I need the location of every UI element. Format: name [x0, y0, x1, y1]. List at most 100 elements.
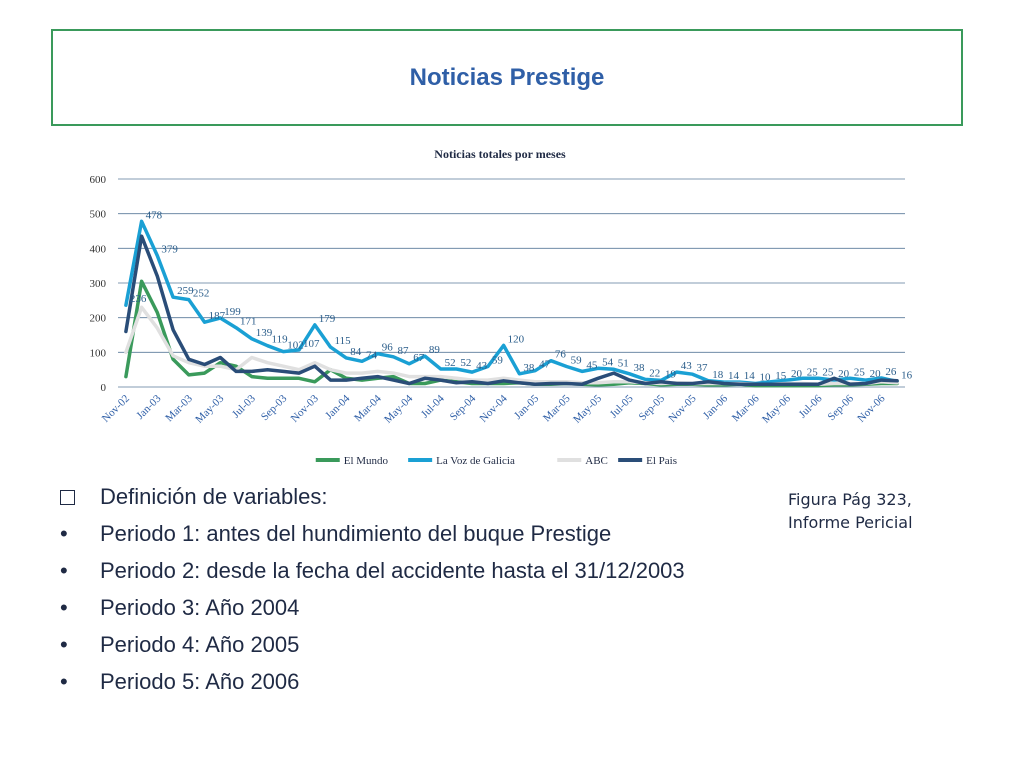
x-tick-label: Sep-06	[826, 392, 857, 423]
data-label: 18	[712, 369, 724, 381]
data-label: 171	[240, 316, 256, 328]
y-tick-label: 300	[90, 278, 107, 290]
data-label: 478	[146, 209, 163, 221]
data-label: 96	[382, 342, 394, 354]
data-label: 25	[822, 366, 834, 378]
data-label: 259	[177, 285, 194, 297]
data-label: 43	[681, 360, 693, 372]
data-label: 84	[350, 346, 362, 358]
data-label: 14	[728, 370, 740, 382]
x-tick-label: Mar-06	[730, 392, 762, 424]
data-label: 10	[759, 372, 771, 384]
data-label: 22	[649, 367, 660, 379]
data-label: 52	[445, 357, 456, 369]
legend-label: ABC	[585, 455, 608, 467]
data-label: 252	[193, 288, 210, 300]
x-tick-label: Jul-06	[797, 392, 825, 420]
y-tick-label: 0	[101, 382, 107, 394]
chart-title: Noticias totales por meses	[434, 147, 566, 161]
data-label: 26	[885, 366, 897, 378]
data-label: 25	[807, 366, 819, 378]
list-item: • Periodo 5: Año 2006	[60, 669, 800, 706]
list-item: • Periodo 1: antes del hundimiento del b…	[60, 521, 800, 558]
data-label: 54	[602, 356, 614, 368]
slide-title-box: Noticias Prestige	[51, 29, 963, 126]
y-tick-label: 500	[90, 209, 107, 221]
x-tick-label: Sep-04	[448, 392, 479, 423]
data-label: 59	[571, 355, 583, 367]
data-label: 47	[539, 359, 551, 371]
bullet-icon: •	[60, 632, 68, 657]
data-label: 20	[791, 368, 803, 380]
data-label: 115	[334, 335, 351, 347]
x-tick-label: Sep-03	[259, 392, 290, 423]
y-tick-label: 600	[90, 174, 107, 186]
data-label: 187	[209, 310, 226, 322]
list-item: Definición de variables:	[60, 484, 800, 521]
series-line-el-pais	[124, 234, 899, 386]
x-tick-label: May-04	[382, 392, 415, 425]
bullet-icon: •	[60, 521, 68, 546]
bullet-icon: •	[60, 558, 68, 583]
x-tick-label: Jan-05	[512, 392, 542, 422]
square-bullet-icon	[60, 484, 90, 511]
x-tick-label: Jul-04	[419, 392, 447, 420]
data-label: 52	[460, 357, 471, 369]
definition-list: Definición de variables: • Periodo 1: an…	[60, 484, 800, 706]
data-label: 74	[366, 349, 378, 361]
bullet-icon: •	[60, 595, 68, 620]
line-chart: Noticias totales por meses 0 100 200 300 400…	[90, 147, 913, 467]
data-label: 102	[287, 340, 304, 352]
x-tick-label: Jul-03	[230, 392, 258, 420]
list-item-text: Periodo 4: Año 2005	[100, 632, 300, 657]
data-label: 89	[429, 344, 441, 356]
data-label: 199	[224, 306, 241, 318]
data-label: 120	[508, 333, 525, 345]
data-label: 19	[665, 368, 677, 380]
x-tick-label: Mar-03	[163, 392, 195, 424]
y-tick-label: 400	[90, 243, 107, 255]
data-label: 45	[586, 359, 598, 371]
list-item-text: Periodo 2: desde la fecha del accidente …	[100, 558, 685, 583]
y-tick-label: 100	[90, 347, 107, 359]
slide-title: Noticias Prestige	[409, 63, 605, 91]
legend-label: El Pais	[646, 455, 677, 467]
list-item-text: Definición de variables:	[100, 484, 328, 509]
data-label: 139	[256, 327, 273, 339]
data-label: 20	[870, 368, 882, 380]
list-item-text: Periodo 3: Año 2004	[100, 595, 300, 620]
x-tick-label: May-03	[193, 392, 226, 425]
data-label: 15	[775, 370, 787, 382]
data-label: 25	[854, 366, 866, 378]
data-label: 107	[303, 338, 320, 350]
x-tick-label: May-06	[760, 392, 793, 425]
list-item: • Periodo 4: Año 2005	[60, 632, 800, 669]
data-label: 14	[744, 370, 756, 382]
data-label: 379	[161, 244, 178, 256]
y-tick-label: 200	[90, 313, 107, 325]
list-item: • Periodo 2: desde la fecha del accident…	[60, 558, 800, 595]
data-label: 179	[319, 313, 336, 325]
caption-line: Figura Pág 323,	[788, 490, 912, 509]
data-label: 87	[397, 345, 409, 357]
data-label: 236	[130, 293, 147, 305]
x-tick-label: Jul-05	[608, 392, 636, 420]
x-tick-label: Nov-05	[666, 392, 699, 425]
series-line-la-voz-de-galicia	[124, 219, 899, 386]
x-tick-label: Nov-02	[100, 393, 132, 425]
data-label: 38	[634, 362, 646, 374]
data-label: 76	[555, 349, 567, 361]
data-label: 51	[618, 357, 629, 369]
data-label: 119	[272, 334, 289, 346]
data-label: 67	[413, 352, 425, 364]
data-label: 43	[476, 360, 488, 372]
x-tick-label: Mar-04	[352, 392, 384, 424]
x-tick-label: Nov-04	[478, 392, 511, 425]
x-tick-label: Sep-05	[637, 392, 668, 423]
x-tick-label: Nov-06	[855, 392, 888, 425]
data-label: 16	[901, 369, 913, 381]
data-label: 59	[492, 355, 504, 367]
figure-caption: Figura Pág 323, Informe Pericial	[788, 488, 1008, 534]
caption-line: Informe Pericial	[788, 513, 913, 532]
bullet-icon: •	[60, 669, 68, 694]
